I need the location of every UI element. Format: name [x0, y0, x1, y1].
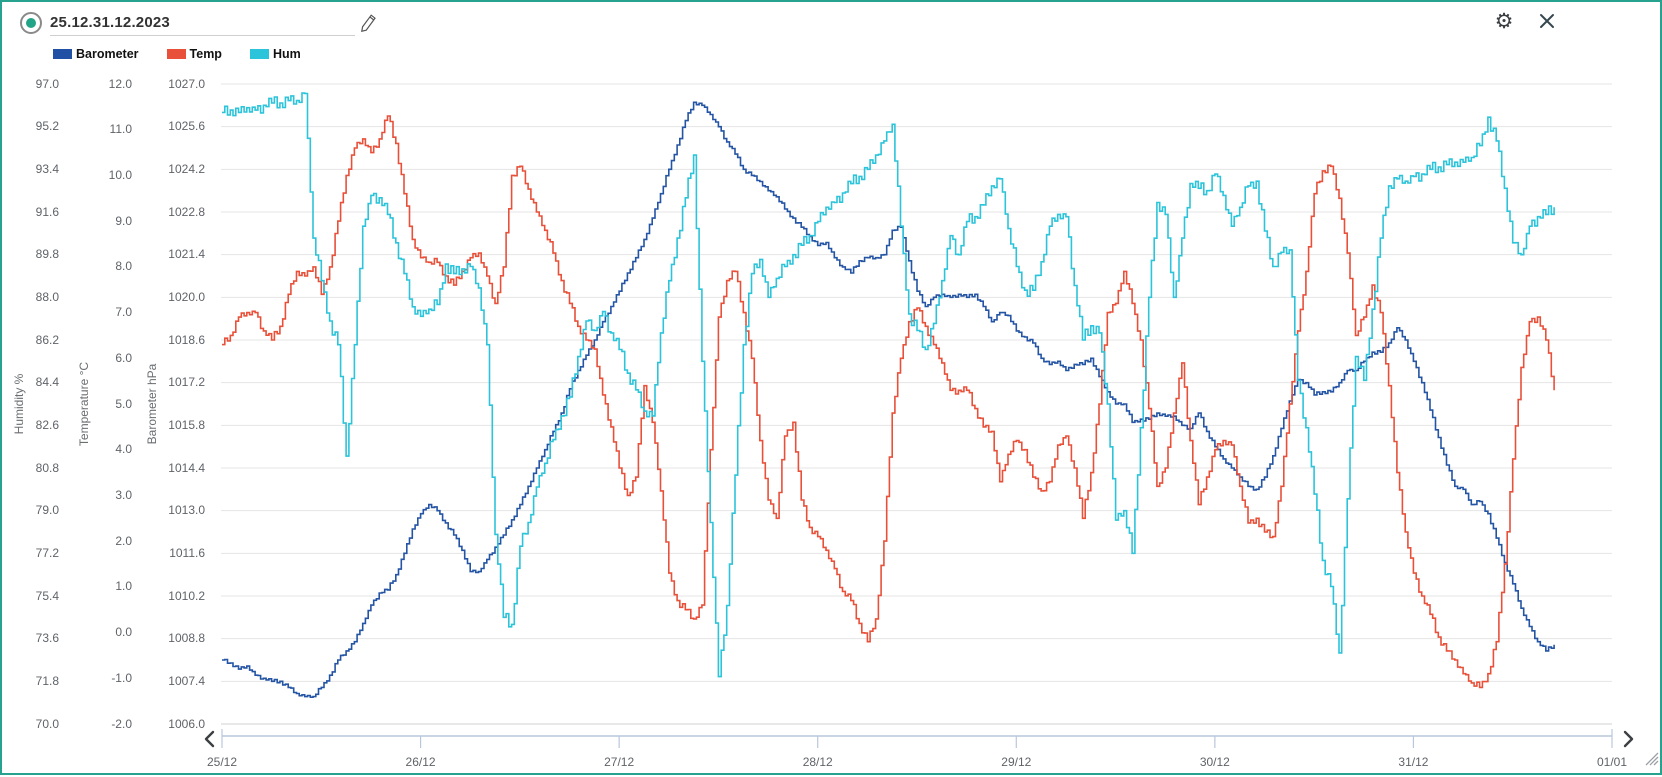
ytick-temp: 11.0	[109, 122, 132, 137]
ytick-hum: 70.0	[35, 716, 59, 731]
ytick-hum: 82.6	[35, 417, 59, 432]
ytick-temp: 5.0	[115, 396, 132, 411]
date-range-field[interactable]: 25.12.31.12.2023	[50, 10, 355, 36]
ytick-hum: 86.2	[35, 332, 59, 347]
ytick-baro: 1015.8	[168, 417, 205, 432]
ytick-hum: 79.0	[35, 503, 59, 518]
resize-handle-icon[interactable]	[1644, 751, 1660, 767]
xtick-date: 31/12	[1398, 755, 1429, 769]
ytick-temp: 6.0	[115, 350, 132, 365]
ytick-baro: 1006.0	[168, 716, 205, 731]
ytick-temp: 7.0	[115, 305, 132, 320]
record-radio-dot	[26, 18, 36, 28]
ytick-temp: 2.0	[115, 533, 132, 548]
close-icon[interactable]	[1539, 13, 1555, 29]
ytick-baro: 1013.0	[168, 503, 205, 518]
prev-arrow[interactable]	[203, 730, 215, 748]
ytick-hum: 71.8	[35, 673, 59, 688]
ytick-temp: 4.0	[115, 442, 132, 457]
ytick-baro: 1010.2	[168, 588, 205, 603]
ytick-temp: -1.0	[111, 670, 132, 685]
ytick-baro: 1008.8	[168, 631, 205, 646]
ytick-temp: 1.0	[115, 579, 132, 594]
ytick-hum: 80.8	[35, 460, 59, 475]
legend-label: Hum	[272, 47, 301, 61]
ytick-baro: 1022.8	[168, 204, 205, 219]
xtick-date: 29/12	[1001, 755, 1032, 769]
ytick-hum: 84.4	[35, 375, 59, 390]
ytick-temp: 9.0	[115, 213, 132, 228]
series-line-temp	[222, 115, 1555, 689]
ytick-baro: 1018.6	[168, 332, 205, 347]
ytick-baro: 1014.4	[168, 460, 205, 475]
ytick-hum: 95.2	[35, 119, 59, 134]
next-arrow[interactable]	[1623, 730, 1635, 748]
legend-label: Barometer	[76, 47, 139, 61]
pencil-icon[interactable]	[359, 13, 377, 33]
ytick-hum: 97.0	[35, 76, 59, 91]
legend-swatch	[249, 49, 269, 59]
legend-swatch	[53, 49, 72, 59]
ytick-hum: 75.4	[35, 588, 59, 603]
ytick-hum: 89.8	[35, 247, 59, 262]
ytick-baro: 1021.4	[168, 247, 205, 262]
series-line-barometer	[222, 101, 1555, 698]
ytick-baro: 1007.4	[168, 673, 205, 688]
ytick-hum: 73.6	[35, 631, 59, 646]
axis-title-baro: Barometer hPa	[145, 363, 159, 445]
settings-gear-icon[interactable]: ⚙	[1494, 10, 1514, 33]
ytick-temp: -2.0	[111, 716, 132, 731]
legend: Barometer Temp Hum	[53, 47, 329, 61]
ytick-baro: 1027.0	[168, 76, 205, 91]
legend-item-hum[interactable]: Hum	[249, 47, 301, 61]
ytick-baro: 1011.6	[169, 545, 205, 560]
ytick-temp: 10.0	[108, 167, 132, 182]
ytick-hum: 93.4	[35, 161, 59, 176]
ytick-temp: 12.0	[108, 76, 132, 91]
ytick-baro: 1024.2	[168, 161, 205, 176]
legend-label: Temp	[189, 47, 222, 61]
ytick-hum: 77.2	[35, 545, 59, 560]
ytick-baro: 1025.6	[168, 119, 205, 134]
ytick-temp: 3.0	[115, 487, 132, 502]
record-radio-icon[interactable]	[20, 12, 42, 34]
ytick-baro: 1020.0	[168, 289, 205, 304]
ytick-temp: 8.0	[115, 259, 132, 274]
date-range-title[interactable]: 25.12.31.12.2023	[50, 14, 170, 31]
legend-item-barometer[interactable]: Barometer	[53, 47, 139, 61]
axis-title-temp: Temperature °C	[77, 361, 91, 447]
xtick-date: 27/12	[604, 755, 635, 769]
xtick-date: 01/01	[1596, 755, 1628, 769]
xtick-date: 28/12	[802, 755, 833, 769]
ytick-temp: 0.0	[115, 625, 132, 640]
xtick-date: 25/12	[206, 755, 238, 769]
xtick-date: 30/12	[1199, 755, 1230, 769]
ytick-hum: 88.0	[35, 289, 59, 304]
legend-item-temp[interactable]: Temp	[166, 47, 222, 61]
xtick-date: 26/12	[405, 755, 436, 769]
series-line-hum	[222, 92, 1555, 678]
ytick-hum: 91.6	[35, 204, 59, 219]
legend-swatch	[166, 49, 186, 59]
ytick-baro: 1017.2	[168, 375, 205, 390]
